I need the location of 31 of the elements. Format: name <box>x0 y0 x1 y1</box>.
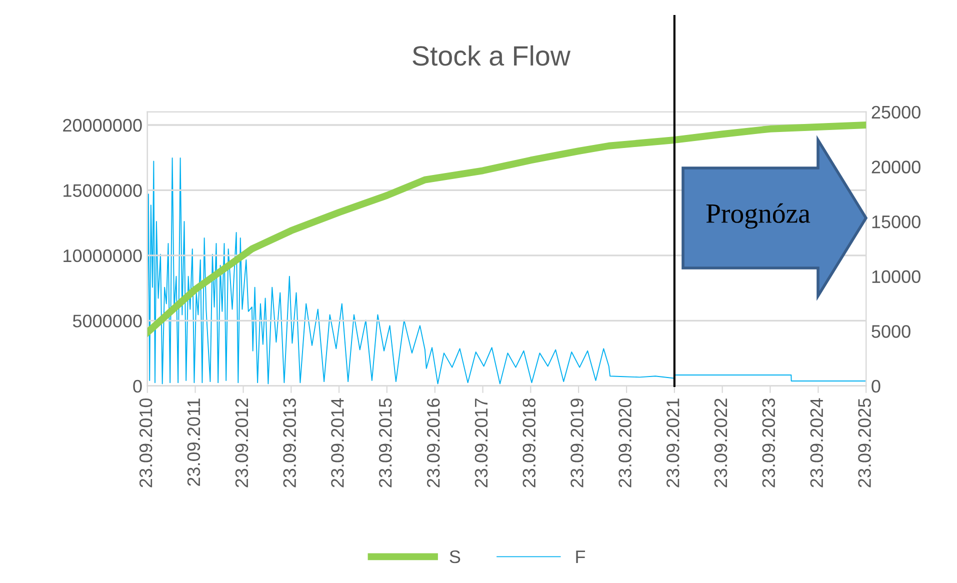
y-tick-label: 5000000 <box>72 314 142 328</box>
legend-label: F <box>576 550 586 564</box>
x-tick-label: 23.09.2015 <box>378 398 392 488</box>
y2-tick-label: 0 <box>872 380 880 393</box>
x-tick-label: 23.09.2012 <box>235 398 248 488</box>
x-tick-label: 23.09.2010 <box>139 398 152 488</box>
x-tick-label: 23.09.2020 <box>618 398 632 488</box>
x-tick-label: 23.09.2023 <box>762 398 776 488</box>
y-tick-label: 10000000 <box>64 249 142 262</box>
x-tick-label: 23.09.2013 <box>283 398 296 488</box>
legend-label: S <box>450 550 460 564</box>
x-tick-label: 23.09.2018 <box>522 398 536 488</box>
chart-title: Stock a Flow <box>412 45 571 66</box>
y2-tick-label: 15000 <box>872 215 920 228</box>
y-tick-label: 20000000 <box>63 118 142 132</box>
y2-tick-label: 25000 <box>872 106 920 119</box>
y2-tick-label: 5000 <box>872 325 910 338</box>
x-tick-label: 23.09.2014 <box>331 398 344 488</box>
x-tick-label: 23.09.2025 <box>858 398 871 488</box>
x-tick-label: 23.09.2016 <box>426 398 440 488</box>
annotation: Prognóza <box>706 203 810 229</box>
y-tick-label: 15000000 <box>64 184 142 197</box>
x-tick-label: 23.09.2021 <box>666 398 680 488</box>
x-tick-label: 23.09.2017 <box>474 398 488 488</box>
y2-tick-label: 20000 <box>872 160 920 174</box>
x-tick-label: 23.09.2022 <box>714 398 728 488</box>
y2-tick-label: 10000 <box>872 270 920 284</box>
x-tick-label: 23.09.2011 <box>187 398 200 486</box>
y-tick-label: 0 <box>133 380 142 393</box>
x-tick-label: 23.09.2019 <box>570 398 584 488</box>
x-tick-label: 23.09.2024 <box>810 398 824 488</box>
